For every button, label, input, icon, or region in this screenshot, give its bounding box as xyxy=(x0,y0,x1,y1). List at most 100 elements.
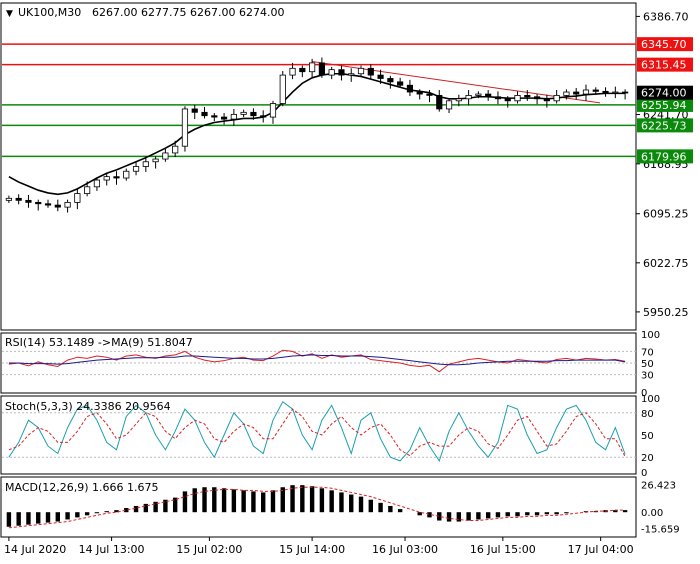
rsi-tick-label: 70 xyxy=(641,347,654,358)
stoch-k-line xyxy=(8,400,626,463)
candle-body xyxy=(289,67,296,76)
candle-body xyxy=(563,91,570,96)
candle-body xyxy=(592,89,599,92)
candle-body xyxy=(15,197,22,201)
time-tick-label: 17 Jul 04:00 xyxy=(568,543,634,556)
candle-body xyxy=(445,100,453,110)
rsi-ma-line xyxy=(8,354,626,366)
candle-body xyxy=(162,152,169,160)
candle-body xyxy=(220,116,228,120)
candles-group xyxy=(5,57,629,213)
level-label-bg xyxy=(637,118,693,133)
candle-body xyxy=(573,91,580,95)
time-tick-label: 15 Jul 02:00 xyxy=(176,543,242,556)
candle-body xyxy=(299,67,306,73)
candle-body xyxy=(455,98,462,102)
price-axis: 6386.706241.706168.956095.256022.755950.… xyxy=(636,10,689,319)
candle-body xyxy=(436,95,443,110)
candle-body xyxy=(123,170,130,179)
time-tick-label: 15 Jul 14:00 xyxy=(279,543,345,556)
rsi-tick-label: 30 xyxy=(641,371,654,382)
candle-body xyxy=(132,166,140,172)
rsi-line xyxy=(8,349,626,373)
level-label: 6274.00 xyxy=(641,87,687,100)
stoch-title: Stoch(5,3,3) 24.3386 20.9564 xyxy=(5,400,171,413)
stoch-group: 100 80 50 20 0 xyxy=(2,394,660,479)
stoch-tick-label: 50 xyxy=(641,431,654,442)
candle-body xyxy=(475,93,482,96)
level-label-bg xyxy=(637,149,693,164)
symbol-label: UK100,M30 xyxy=(18,6,81,19)
candle-body xyxy=(387,78,394,83)
candle-body xyxy=(240,111,247,115)
stoch-tick-label: 100 xyxy=(641,394,660,405)
rsi-tick-label: 50 xyxy=(641,359,654,370)
candle-body xyxy=(250,111,257,117)
candle-body xyxy=(602,90,609,94)
rsi-tick-label: 100 xyxy=(641,330,660,341)
candle-body xyxy=(152,158,159,163)
candle-body xyxy=(524,95,531,98)
level-label-bg xyxy=(637,97,693,112)
time-tick-label: 16 Jul 03:00 xyxy=(372,543,438,556)
rsi-tick-label: 0 xyxy=(641,388,647,399)
candle-body xyxy=(25,199,32,203)
candle-body xyxy=(230,113,237,120)
candle-body xyxy=(622,91,629,94)
candle-body xyxy=(397,81,404,86)
candle-body xyxy=(113,176,120,179)
candle-body xyxy=(582,89,590,95)
level-label-bg xyxy=(637,57,693,72)
candle-body xyxy=(416,91,423,95)
candle-body xyxy=(103,176,110,181)
stoch-tick-label: 20 xyxy=(641,453,654,464)
candle-body xyxy=(318,62,325,76)
candle-body xyxy=(142,161,149,167)
price-tick-label: 6022.75 xyxy=(643,257,689,270)
candle-body xyxy=(5,197,12,201)
moving-average-line xyxy=(8,72,626,196)
time-axis: 14 Jul 2020 14 Jul 13:00 15 Jul 02:00 15 Ju… xyxy=(4,537,634,556)
level-label: 6345.70 xyxy=(641,38,687,51)
stoch-d-line xyxy=(8,408,626,457)
macd-tick-label: 0.00 xyxy=(641,508,663,519)
candle-body xyxy=(338,69,345,76)
candle-body xyxy=(309,62,316,73)
candle-body xyxy=(64,201,71,208)
stoch-tick-label: 0 xyxy=(641,468,647,479)
price-tick-label: 6386.70 xyxy=(643,10,689,23)
macd-signal-line xyxy=(8,486,626,529)
candle-body xyxy=(553,95,560,102)
candle-body xyxy=(181,108,189,147)
level-label: 6225.73 xyxy=(641,119,687,132)
time-tick-label: 16 Jul 15:00 xyxy=(470,543,536,556)
candle-body xyxy=(348,73,355,76)
level-label-bg xyxy=(637,85,693,100)
level-labels: 6345.70 6315.45 6255.94 6225.73 6179.96 6274.… xyxy=(637,37,693,164)
ohlc-label: 6267.00 6277.75 6267.00 6274.00 xyxy=(92,6,284,19)
time-tick-label: 14 Jul 2020 xyxy=(4,543,66,556)
rsi-title: RSI(14) 53.1489 ->MA(9) 51.8047 xyxy=(5,336,193,349)
candle-body xyxy=(269,103,277,118)
candle-body xyxy=(543,98,550,102)
moving-average-group xyxy=(8,72,626,196)
candle-body xyxy=(201,111,208,117)
price-tick-label: 5950.25 xyxy=(643,306,689,319)
level-label: 6179.96 xyxy=(641,150,687,163)
candle-body xyxy=(367,67,374,76)
chart-expand-icon[interactable]: ▼ xyxy=(6,9,13,19)
candle-body xyxy=(172,145,179,154)
level-label-bg xyxy=(637,37,693,52)
candle-body xyxy=(260,115,267,118)
candle-body xyxy=(357,67,365,75)
candle-body xyxy=(35,201,42,205)
stoch-tick-label: 80 xyxy=(641,409,654,420)
candle-body xyxy=(504,98,511,102)
candle-body xyxy=(426,93,433,96)
candle-body xyxy=(279,74,286,104)
candle-body xyxy=(377,74,384,79)
price-levels xyxy=(2,43,636,158)
candle-body xyxy=(54,204,61,208)
